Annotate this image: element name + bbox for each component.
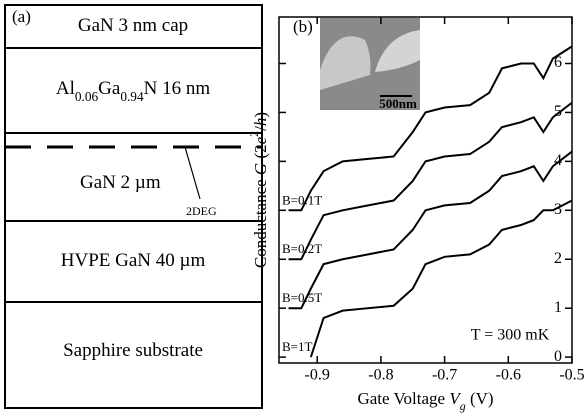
y-tick-label: 3 (554, 201, 562, 218)
y-tick-label: 1 (554, 299, 562, 316)
text-part: Ga (98, 78, 121, 99)
text-part: V (449, 389, 462, 408)
y-tick-label: 5 (554, 103, 562, 120)
text-part: HVPE GaN 40 µm (61, 250, 206, 271)
inset-label: 500nm (379, 96, 417, 111)
x-tick-label: -0.7 (432, 367, 457, 384)
layer-label: GaN 2 µm (80, 172, 161, 193)
text-part: Conductance (251, 175, 270, 268)
annotation: T = 300 mK (471, 327, 550, 344)
data-line (288, 101, 573, 261)
series-label: B=0.5T (282, 290, 322, 305)
text-part: GaN 2 µm (80, 172, 161, 193)
layer-stack (4, 4, 263, 409)
layer-label: Sapphire substrate (63, 340, 203, 361)
layer-label: HVPE GaN 40 µm (61, 250, 206, 271)
x-tick-label: -0.6 (496, 367, 521, 384)
panel-a (4, 4, 263, 409)
plot-frame (278, 16, 573, 364)
series-label: B=1T (282, 339, 313, 354)
x-tick-label: -0.9 (305, 367, 330, 384)
panel-label: (a) (12, 7, 31, 26)
y-tick-label: 6 (554, 54, 562, 71)
x-axis-label: Gate Voltage Vg (V) (357, 389, 493, 413)
series-label: B=0.1T (282, 192, 322, 207)
text-part: G (251, 163, 270, 175)
text-part: g (460, 399, 466, 413)
text-part: e (251, 136, 270, 144)
text-part: Gate Voltage (357, 389, 449, 408)
data-line (309, 199, 573, 358)
data-line (288, 150, 573, 310)
x-tick-label: -0.5 (559, 367, 584, 384)
text-part: (V) (466, 389, 494, 408)
text-part: 0.06 (75, 89, 99, 104)
pointer (184, 146, 201, 200)
series-label: B=0.2T (282, 241, 322, 256)
text-part: Sapphire substrate (63, 340, 203, 361)
y-axis-label: Conductance G (2e2/h) (247, 112, 270, 268)
y-tick-label: 4 (554, 152, 562, 169)
text-part: GaN 3 nm cap (78, 15, 188, 36)
y-tick-label: 2 (554, 250, 562, 267)
text-part: 2 (247, 131, 261, 137)
annotation: 2DEG (186, 204, 217, 218)
text-part: N 16 nm (144, 78, 211, 99)
text-part: Al (56, 78, 75, 99)
x-tick-label: -0.8 (368, 367, 393, 384)
inset-shape (320, 36, 371, 90)
text-part: 0.94 (120, 89, 144, 104)
layer-label: Al0.06Ga0.94N 16 nm (56, 78, 210, 103)
layer-label: GaN 3 nm cap (78, 15, 188, 36)
text-part: / (251, 126, 270, 131)
inset-shape (375, 30, 420, 72)
text-part: h (251, 118, 270, 127)
text-part: (2 (251, 144, 270, 162)
data-line (288, 45, 573, 212)
y-tick-label: 0 (554, 348, 562, 365)
text-part: ) (251, 112, 270, 118)
chart-title: (b) (293, 17, 313, 36)
